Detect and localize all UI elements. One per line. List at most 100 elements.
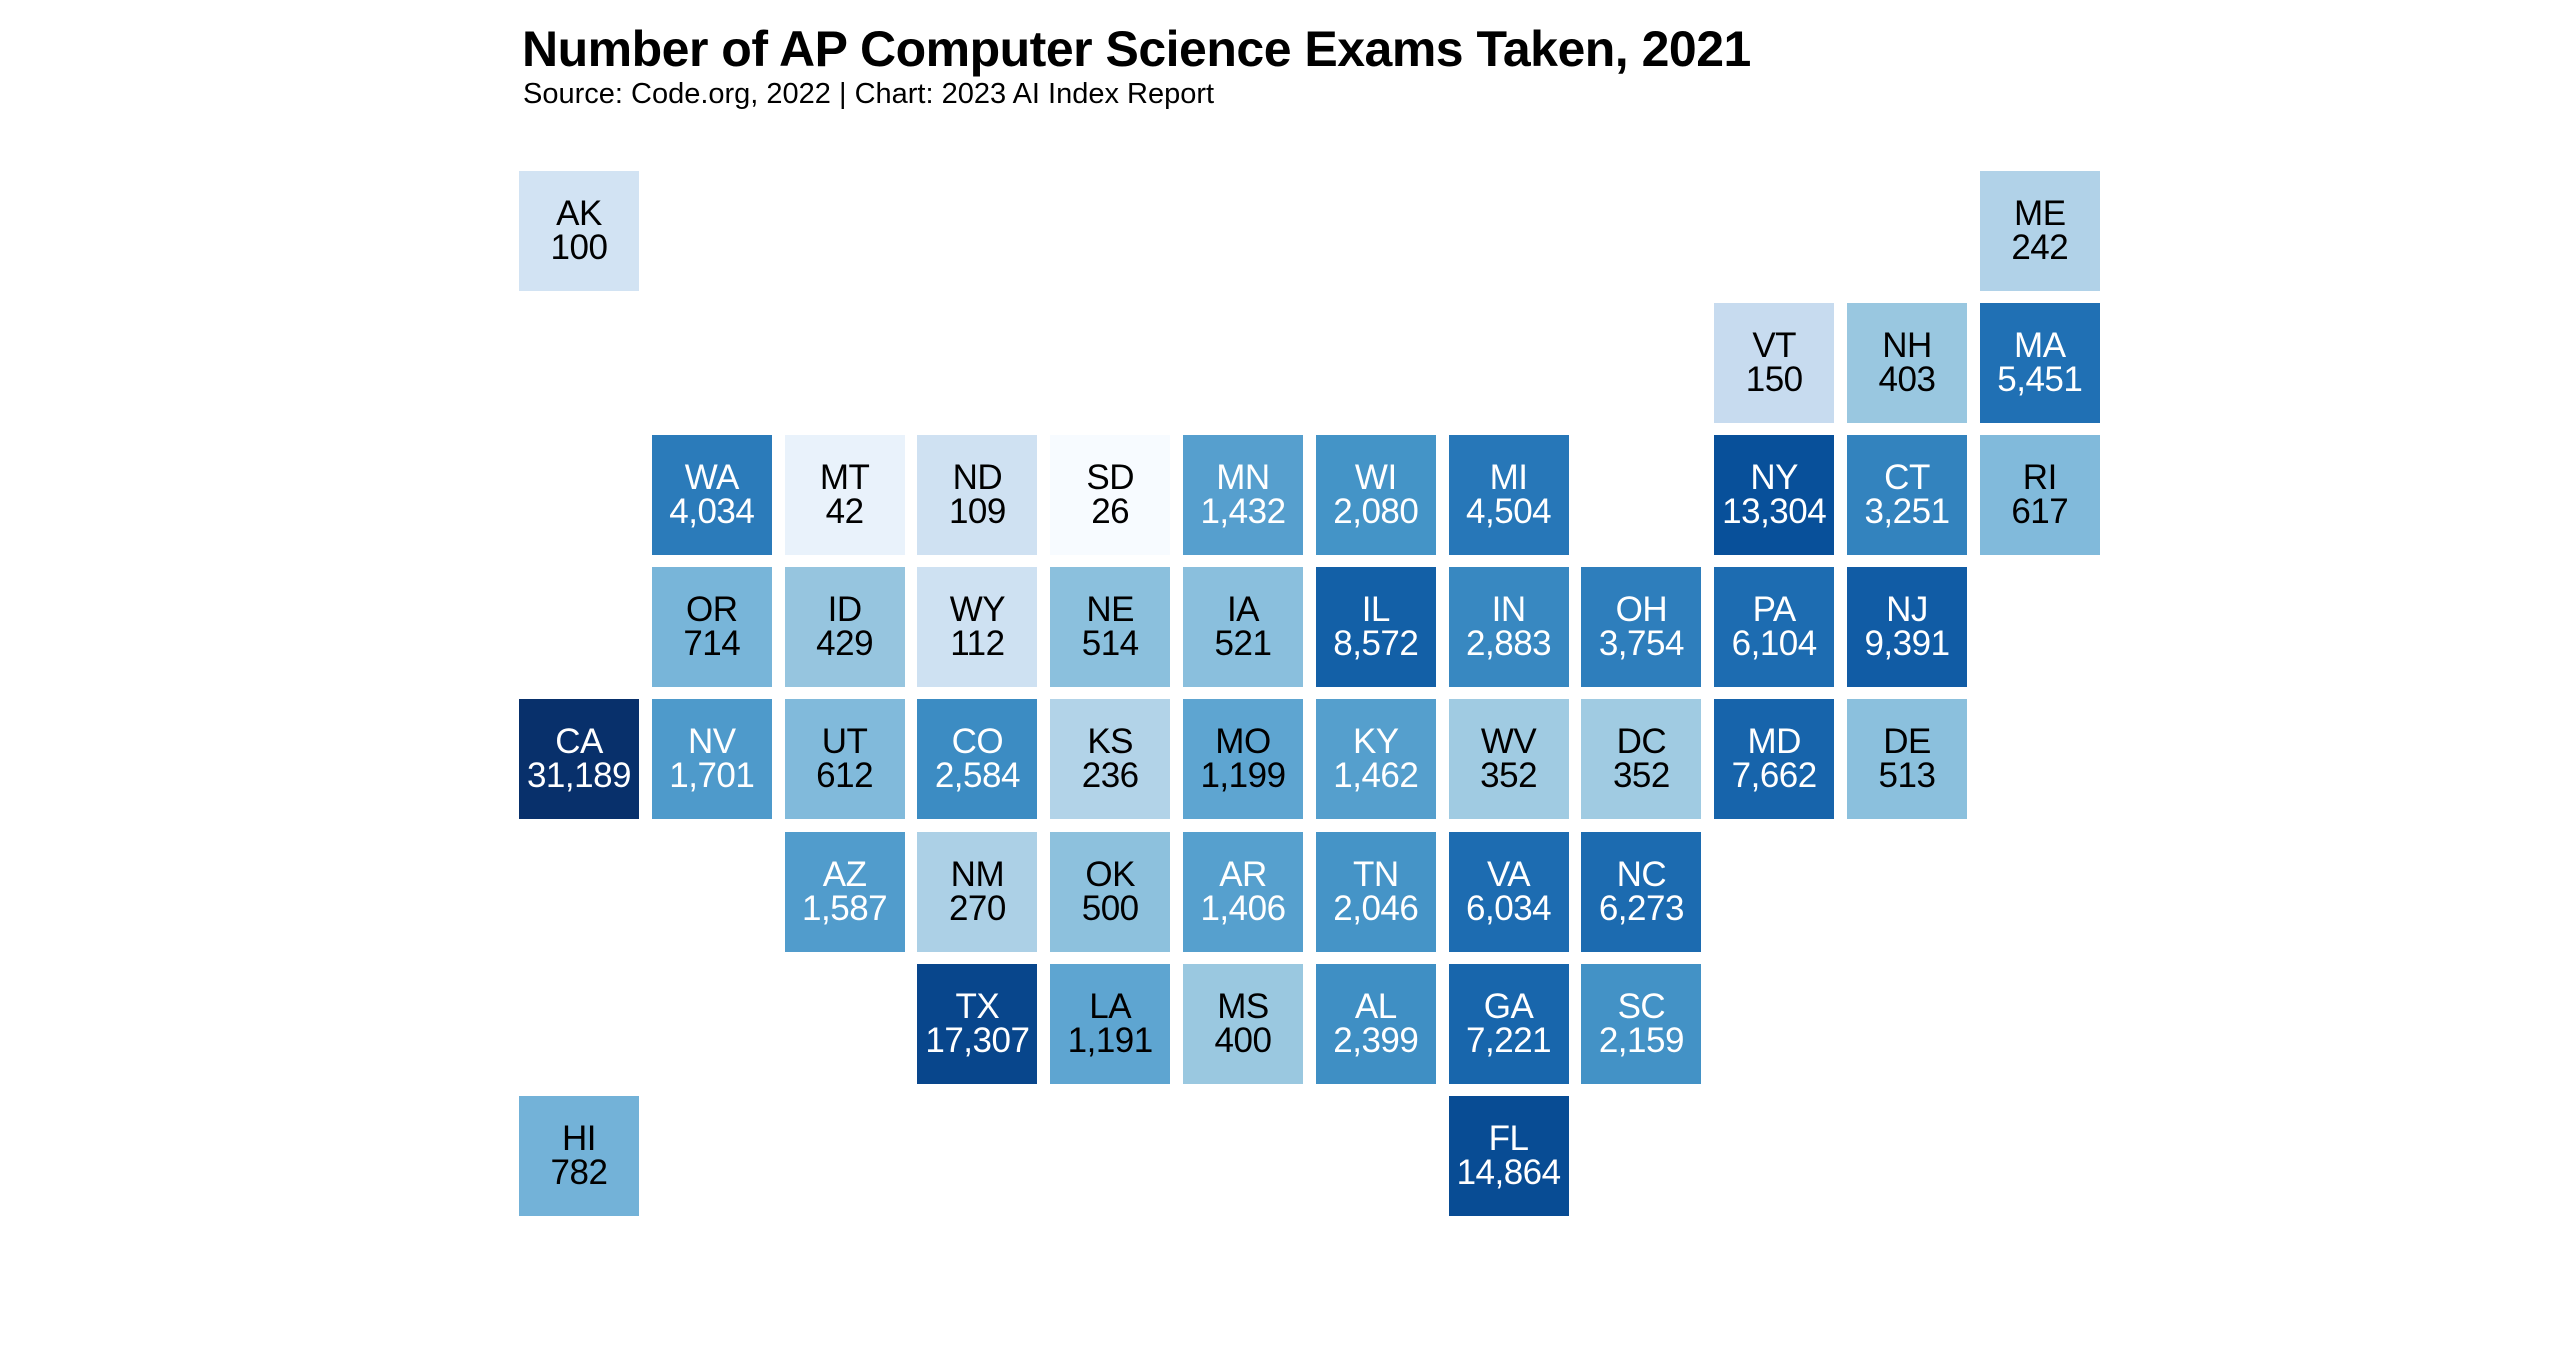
tile-value-label: 352 [1480,756,1538,796]
tile-ky: KY 1,462 [1315,699,1436,820]
tile-state-label: AK [556,194,602,233]
tile-state-label: GA [1483,986,1534,1026]
tile-state-label: ND [952,458,1003,498]
tile-ok: OK 500 [1050,831,1171,952]
tile-value-label: 5,451 [1997,360,2083,400]
tile-oh: OH 3,754 [1581,567,1702,688]
tile-co: CO 2,584 [917,699,1038,820]
tile-state-label: SD [1086,458,1134,498]
tile-value-label: 270 [948,888,1006,928]
tile-state-label: NC [1616,854,1667,894]
tile-state-label: MA [2014,326,2066,366]
tile-state-label: WI [1354,458,1397,498]
tile-state-label: PA [1752,590,1797,630]
tile-ct: CT 3,251 [1847,435,1967,556]
tile-value-label: 6,104 [1731,624,1818,664]
tile-value-label: 521 [1214,624,1272,664]
tile-value-label: 109 [948,492,1006,532]
tile-state-label: TX [955,986,1000,1026]
tile-value-label: 150 [1745,360,1803,400]
tile-state-label: CO [951,722,1004,762]
tile-value-label: 236 [1081,756,1139,796]
tile-state-label: MS [1217,986,1269,1026]
tile-value-label: 2,046 [1333,888,1419,928]
tile-or: OR 714 [651,567,772,688]
tile-state-label: CA [555,722,603,762]
tile-state-label: KS [1087,722,1134,762]
tile-state-label: IA [1226,590,1260,630]
tile-value-label: 2,080 [1333,492,1419,532]
tile-ia: IA 521 [1183,567,1303,688]
tile-state-label: KY [1352,722,1399,762]
tile-ar: AR 1,406 [1183,831,1303,952]
tile-az: AZ 1,587 [784,831,905,952]
tile-value-label: 429 [816,624,874,664]
tile-value-label: 3,754 [1598,624,1685,664]
tile-pa: PA 6,104 [1714,567,1835,688]
tile-fl: FL 14,864 [1448,1095,1569,1216]
tile-state-label: MN [1216,458,1270,498]
tile-me: ME 242 [1979,171,2100,291]
tile-state-label: ME [2014,194,2066,233]
tile-ma: MA 5,451 [1979,303,2100,424]
tile-vt: VT 150 [1714,303,1835,424]
tile-value-label: 612 [816,756,874,796]
tile-state-label: NE [1086,590,1134,630]
tile-ri: RI 617 [1979,435,2100,556]
tile-value-label: 13,304 [1722,492,1827,532]
tile-nv: NV 1,701 [651,699,772,820]
tile-value-label: 1,432 [1200,492,1286,532]
tile-value-label: 242 [2011,228,2069,267]
tile-sd: SD 26 [1050,435,1171,556]
tile-il: IL 8,572 [1315,567,1436,688]
tile-value-label: 782 [550,1152,608,1192]
tile-md: MD 7,662 [1714,699,1835,820]
tile-value-label: 2,584 [934,756,1021,796]
tile-value-label: 513 [1878,756,1936,796]
chart-title: Number of AP Computer Science Exams Take… [522,21,1751,77]
tile-in: IN 2,883 [1448,567,1569,688]
tile-mn: MN 1,432 [1183,435,1303,556]
tile-mt: MT 42 [784,435,905,556]
tile-value-label: 352 [1612,756,1670,796]
tile-value-label: 403 [1878,360,1936,400]
tile-state-label: VT [1752,326,1797,366]
tile-value-label: 714 [683,624,741,664]
tile-nd: ND 109 [917,435,1038,556]
tile-value-label: 1,587 [802,888,888,928]
tile-state-label: CT [1884,458,1930,498]
tile-value-label: 2,883 [1466,624,1552,664]
tile-value-label: 4,504 [1466,492,1552,532]
tile-value-label: 1,462 [1333,756,1419,796]
tile-state-label: IL [1361,590,1391,630]
tile-ny: NY 13,304 [1714,435,1835,556]
tile-state-label: TN [1352,854,1399,894]
tile-value-label: 500 [1081,888,1139,928]
tile-ca: CA 31,189 [519,699,639,820]
tile-wy: WY 112 [917,567,1038,688]
tile-state-label: WV [1480,722,1537,762]
tile-value-label: 2,399 [1333,1020,1419,1060]
tile-state-label: AZ [822,854,867,894]
tile-state-label: DC [1616,722,1667,762]
tile-la: LA 1,191 [1050,963,1171,1084]
tile-ms: MS 400 [1183,963,1303,1084]
tile-state-label: FL [1488,1118,1529,1158]
tile-state-label: ID [827,590,863,630]
tile-va: VA 6,034 [1448,831,1569,952]
tile-state-label: AR [1219,854,1267,894]
tile-state-label: OR [686,590,738,630]
tile-nm: NM 270 [917,831,1038,952]
tile-value-label: 514 [1081,624,1139,664]
tile-state-label: VA [1487,854,1531,894]
tile-ak: AK 100 [519,171,639,291]
tile-state-label: WA [684,458,740,498]
tile-value-label: 6,273 [1598,888,1685,928]
tile-value-label: 26 [1091,492,1130,532]
tile-value-label: 1,406 [1200,888,1286,928]
tile-value-label: 100 [550,228,608,267]
tile-value-label: 17,307 [925,1020,1030,1060]
tile-mi: MI 4,504 [1448,435,1569,556]
tile-state-label: RI [2022,458,2058,498]
tile-value-label: 42 [825,492,864,532]
